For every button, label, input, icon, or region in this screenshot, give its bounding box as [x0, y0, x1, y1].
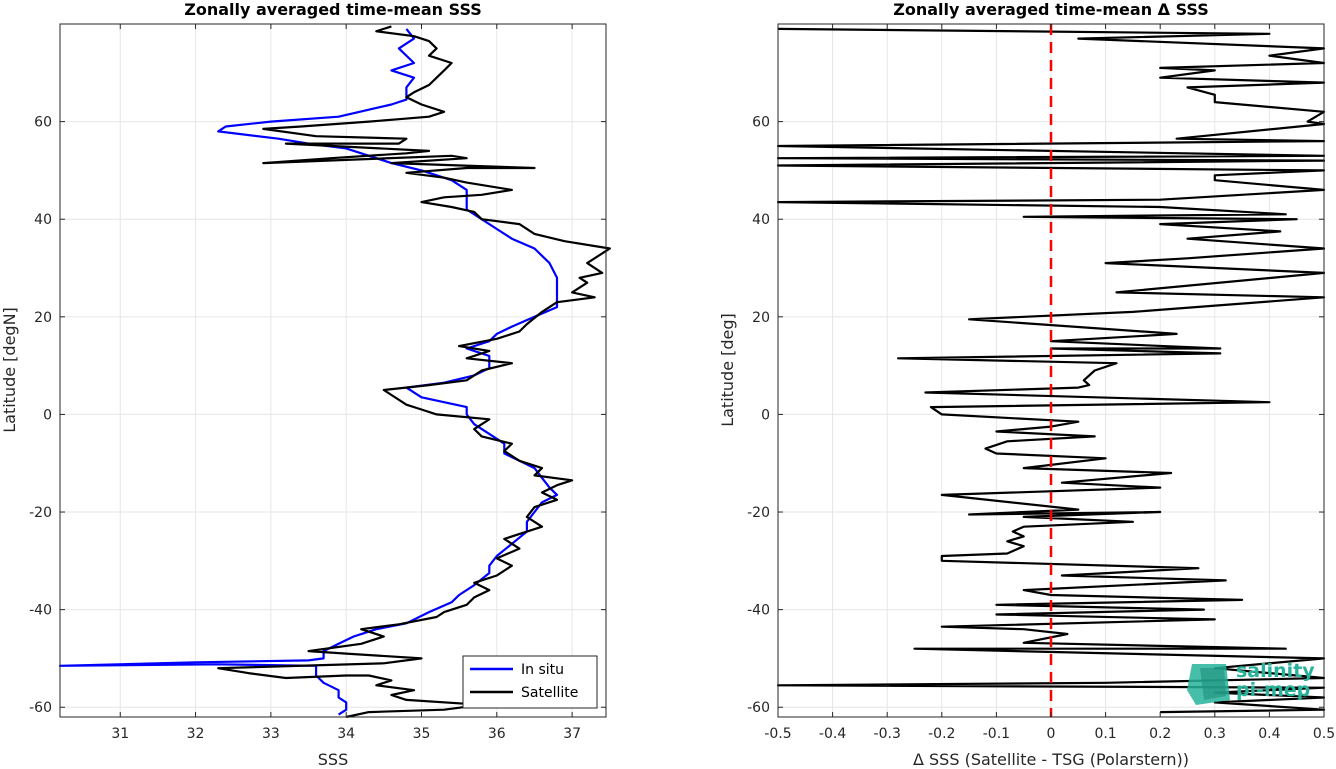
- x-tick-label: 34: [337, 726, 355, 742]
- y-tick-label: -40: [29, 603, 52, 619]
- x-tick-label: 33: [262, 726, 280, 742]
- globe-shade-icon: [1200, 668, 1226, 700]
- y-tick-label: 60: [34, 115, 52, 131]
- x-tick-label: 0: [1047, 726, 1056, 742]
- panel-sss: 31 32 33 34 35 36 37 -60 -40 -20 0 20 40 60 Zonally a…: [0, 0, 611, 769]
- x-tick-label: -0.5: [764, 726, 791, 742]
- x-tick-label: 37: [563, 726, 581, 742]
- logo-line-2: pi-mep: [1236, 679, 1310, 701]
- legend-label-in-situ: In situ: [521, 662, 564, 678]
- chart-title: Zonally averaged time-mean Δ SSS: [893, 0, 1209, 19]
- ticks: -0.5 -0.4 -0.3 -0.2 -0.1 0 0.1 0.2 0.3 0.4 0.5 -60 -…: [747, 24, 1335, 742]
- y-tick-label: 40: [752, 212, 770, 228]
- series-line-satellite: [217, 25, 611, 719]
- y-tick-label: -60: [747, 700, 770, 716]
- x-tick-label: 31: [111, 726, 129, 742]
- x-tick-label: 0.5: [1313, 726, 1335, 742]
- y-tick-label: 20: [34, 310, 52, 326]
- x-axis-label: SSS: [318, 750, 348, 769]
- x-tick-label: 0.4: [1258, 726, 1280, 742]
- plot-area: [60, 24, 606, 717]
- series-lines: [58, 25, 611, 719]
- ticks: 31 32 33 34 35 36 37 -60 -40 -20 0 20 40 60: [29, 24, 606, 742]
- x-tick-label: 36: [488, 726, 506, 742]
- y-tick-label: -40: [747, 603, 770, 619]
- y-tick-label: 0: [43, 407, 52, 423]
- y-tick-label: 0: [761, 407, 770, 423]
- x-tick-label: -0.1: [983, 726, 1010, 742]
- legend: In situ Satellite: [462, 655, 598, 709]
- legend-box: [462, 655, 598, 709]
- y-axis-label: Latitude [degN]: [0, 307, 19, 433]
- x-tick-label: 0.1: [1094, 726, 1116, 742]
- y-axis-label: Latitude [deg]: [718, 313, 737, 427]
- y-tick-label: -60: [29, 700, 52, 716]
- y-tick-label: -20: [747, 505, 770, 521]
- x-axis-label: Δ SSS (Satellite - TSG (Polarstern)): [913, 750, 1189, 769]
- y-tick-label: 20: [752, 310, 770, 326]
- x-tick-label: -0.3: [874, 726, 901, 742]
- x-tick-label: 35: [413, 726, 431, 742]
- y-tick-label: 60: [752, 115, 770, 131]
- chart-title: Zonally averaged time-mean SSS: [184, 0, 482, 19]
- x-tick-label: 0.2: [1149, 726, 1171, 742]
- y-tick-label: -20: [29, 505, 52, 521]
- x-tick-label: 0.3: [1204, 726, 1226, 742]
- panel-delta-sss: -0.5 -0.4 -0.3 -0.2 -0.1 0 0.1 0.2 0.3 0.4 0.5 -60 -…: [718, 0, 1335, 769]
- x-tick-label: -0.4: [819, 726, 846, 742]
- y-tick-label: 40: [34, 212, 52, 228]
- logo-line-1: salinity: [1236, 660, 1315, 682]
- grid: [60, 24, 606, 717]
- x-tick-label: 32: [187, 726, 205, 742]
- x-tick-label: -0.2: [928, 726, 955, 742]
- salinity-pimep-logo: salinity pi-mep: [1187, 660, 1315, 705]
- legend-label-satellite: Satellite: [521, 685, 578, 701]
- axes-box: [59, 23, 607, 718]
